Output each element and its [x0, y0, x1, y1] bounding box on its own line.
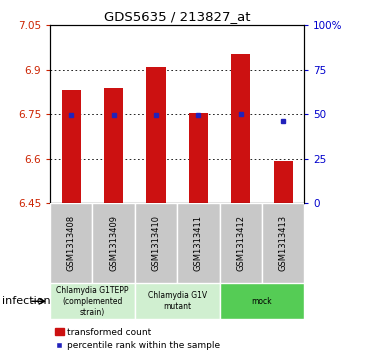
Bar: [189, 113, 208, 203]
Bar: [92, 203, 135, 283]
Text: GSM1313411: GSM1313411: [194, 215, 203, 271]
Bar: [62, 90, 81, 203]
Bar: [135, 203, 177, 283]
Text: infection: infection: [2, 296, 50, 306]
Text: GSM1313408: GSM1313408: [67, 215, 76, 271]
Bar: [220, 283, 304, 319]
Bar: [50, 283, 135, 319]
Text: mock: mock: [252, 297, 272, 306]
Text: Chlamydia G1TEPP
(complemented
strain): Chlamydia G1TEPP (complemented strain): [56, 286, 129, 317]
Text: GSM1313409: GSM1313409: [109, 215, 118, 271]
Bar: [273, 161, 293, 203]
Bar: [135, 283, 220, 319]
Bar: [231, 54, 250, 203]
Legend: transformed count, percentile rank within the sample: transformed count, percentile rank withi…: [55, 327, 220, 350]
Bar: [104, 87, 123, 203]
Text: GSM1313413: GSM1313413: [279, 215, 288, 271]
Title: GDS5635 / 213827_at: GDS5635 / 213827_at: [104, 10, 250, 23]
Bar: [177, 203, 220, 283]
Bar: [50, 203, 92, 283]
Bar: [262, 203, 304, 283]
Bar: [220, 203, 262, 283]
Text: GSM1313410: GSM1313410: [151, 215, 161, 271]
Text: GSM1313412: GSM1313412: [236, 215, 245, 271]
Bar: [147, 67, 165, 203]
Text: Chlamydia G1V
mutant: Chlamydia G1V mutant: [148, 291, 207, 311]
